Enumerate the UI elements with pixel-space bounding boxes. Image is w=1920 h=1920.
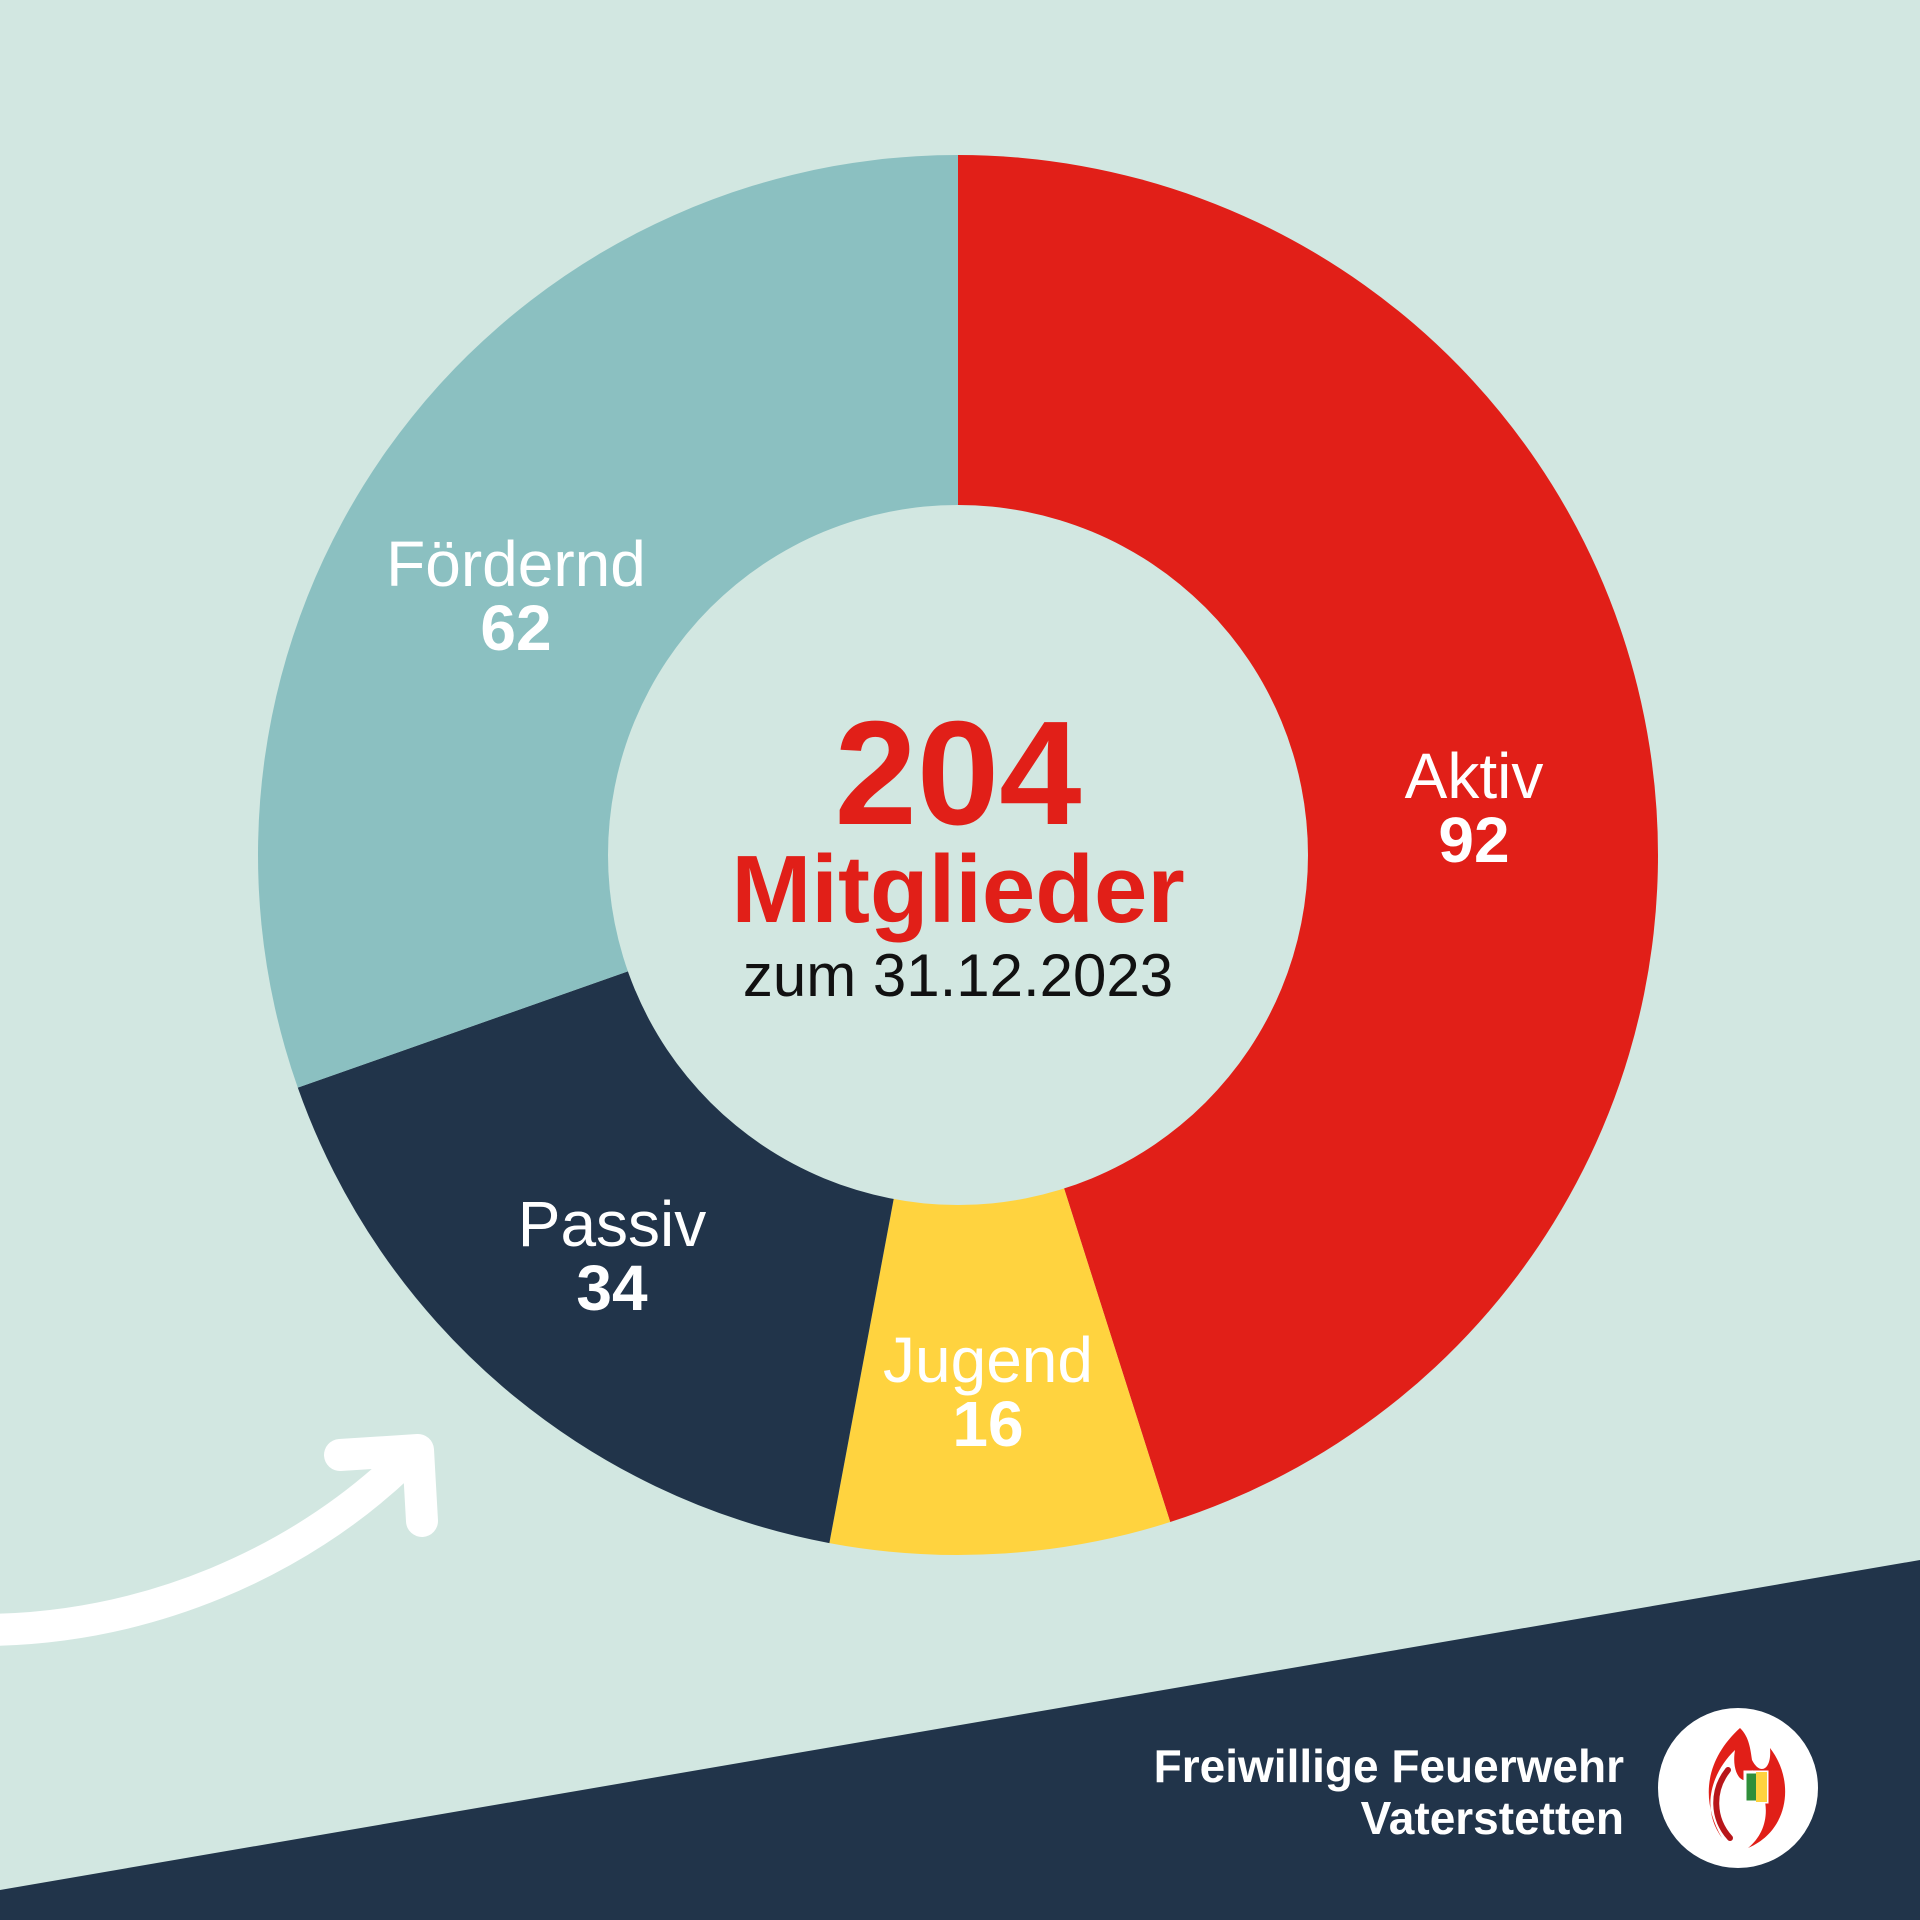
total-count: 204 [834,691,1082,856]
org-name-line-1: Freiwillige Feuerwehr [1153,1740,1624,1792]
slice-name: Aktiv [1404,740,1544,812]
slice-name: Fördernd [386,528,646,600]
slice-value: 62 [480,592,552,664]
slice-label-aktiv: Aktiv 92 [1364,744,1584,872]
slice-jugend [829,855,1171,1556]
slice-label-foerdernd: Fördernd 62 [346,532,686,660]
slice-value: 34 [576,1252,648,1324]
slice-aktiv [958,155,1658,1523]
organization-name: Freiwillige Feuerwehr Vaterstetten [924,1740,1624,1844]
slice-name: Passiv [517,1188,707,1260]
slice-label-passiv: Passiv 34 [492,1192,732,1320]
arrow-head [324,1434,438,1537]
footer-band [0,1560,1920,1920]
org-name-line-2: Vaterstetten [1360,1792,1624,1844]
slice-value: 92 [1438,804,1510,876]
total-unit-label: Mitglieder [731,836,1185,943]
donut-hole [608,505,1308,1205]
slice-name: Jugend [883,1324,1093,1396]
slice-label-jugend: Jugend 16 [858,1328,1118,1456]
arrow-curve [0,1449,416,1646]
slice-value: 16 [952,1388,1024,1460]
flame-logo-icon [1658,1708,1818,1868]
reference-date: zum 31.12.2023 [742,942,1174,1009]
